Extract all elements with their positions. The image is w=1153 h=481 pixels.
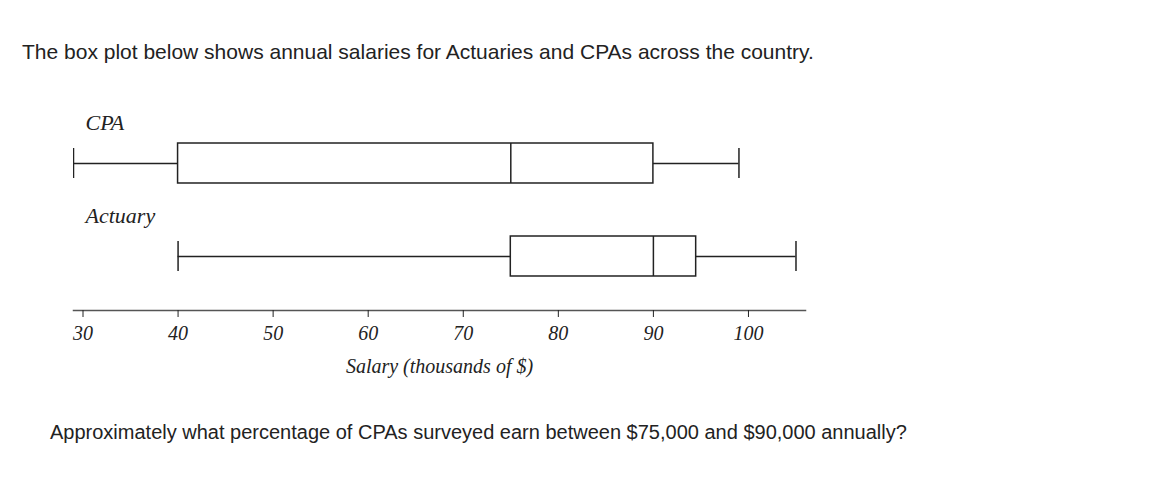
svg-text:30: 30	[72, 322, 93, 344]
svg-text:70: 70	[453, 322, 473, 344]
html-text:Approximately what percentage: Approximately what percentage of CPAs su…	[50, 421, 907, 443]
svg-text:80: 80	[548, 322, 568, 344]
svg-text:Salary (thousands of $): Salary (thousands of $)	[346, 355, 534, 378]
svg-text:40: 40	[168, 322, 188, 344]
html-text:The box plot below shows annua: The box plot below shows annual salaries…	[22, 40, 814, 63]
svg-text:CPA: CPA	[86, 110, 125, 135]
svg-text:50: 50	[263, 322, 283, 344]
svg-text:Actuary: Actuary	[84, 203, 156, 228]
svg-text:90: 90	[643, 322, 663, 344]
svg-text:100: 100	[733, 322, 763, 344]
svg-text:60: 60	[358, 322, 378, 344]
